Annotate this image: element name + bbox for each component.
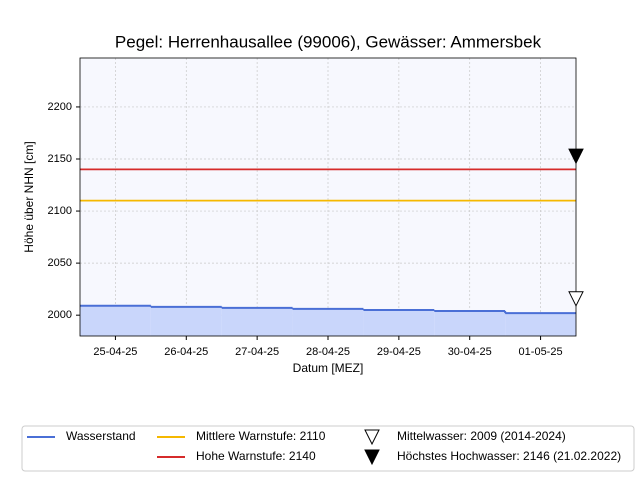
legend-label: Mittelwasser: 2009 (2014-2024) bbox=[397, 429, 566, 443]
legend-swatch bbox=[364, 449, 380, 466]
legend-label: Höchstes Hochwasser: 2146 (21.02.2022) bbox=[397, 449, 621, 463]
marker bbox=[568, 291, 584, 307]
y-tick-label: 2200 bbox=[48, 101, 72, 113]
x-tick-label: 26-04-25 bbox=[164, 346, 208, 358]
x-tick-label: 25-04-25 bbox=[93, 346, 137, 358]
y-tick-label: 2050 bbox=[48, 257, 72, 269]
area bbox=[292, 308, 364, 336]
y-tick-label: 2150 bbox=[48, 153, 72, 165]
area bbox=[363, 309, 435, 336]
x-tick-label: 27-04-25 bbox=[235, 346, 279, 358]
legend-label: Hohe Warnstufe: 2140 bbox=[196, 449, 316, 463]
chart-title: Pegel: Herrenhausallee (99006), Gewässer… bbox=[115, 32, 542, 51]
x-axis-label: Datum [MEZ] bbox=[293, 361, 364, 375]
area bbox=[221, 307, 293, 336]
x-tick-label: 01-05-25 bbox=[519, 346, 563, 358]
area bbox=[434, 311, 506, 336]
y-tick-label: 2100 bbox=[48, 205, 72, 217]
y-axis-label: Höhe über NHN [cm] bbox=[22, 141, 36, 252]
x-tick-label: 29-04-25 bbox=[377, 346, 421, 358]
area bbox=[150, 306, 222, 336]
legend-label: Mittlere Warnstufe: 2110 bbox=[196, 429, 326, 443]
legend-label: Wasserstand bbox=[66, 429, 136, 443]
area bbox=[80, 305, 151, 336]
x-tick-label: 28-04-25 bbox=[306, 346, 350, 358]
x-tick-label: 30-04-25 bbox=[448, 346, 492, 358]
area bbox=[505, 313, 576, 336]
marker bbox=[568, 148, 584, 165]
legend-swatch bbox=[364, 429, 380, 446]
plot-area bbox=[80, 58, 576, 336]
y-tick-label: 2000 bbox=[48, 309, 72, 321]
